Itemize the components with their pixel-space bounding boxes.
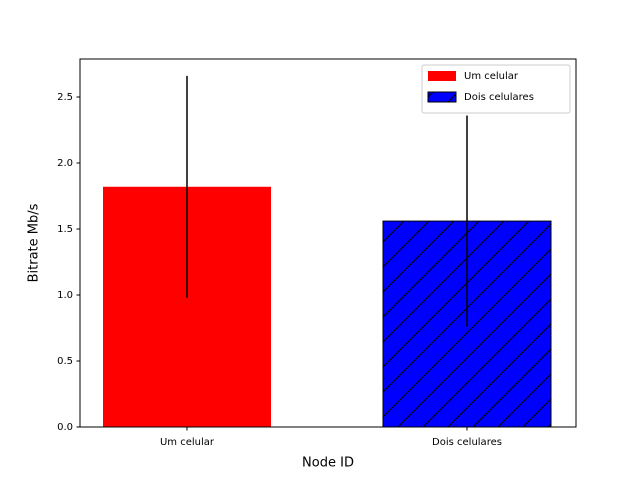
- y-tick-label: 1.0: [57, 290, 73, 301]
- legend-label: Dois celulares: [464, 92, 534, 103]
- y-tick-label: 0.5: [57, 356, 73, 367]
- legend-hatch: [428, 92, 456, 102]
- x-axis-label: Node ID: [302, 456, 354, 471]
- legend-label: Um celular: [464, 71, 519, 82]
- x-tick-label: Um celular: [160, 437, 215, 448]
- y-tick-label: 1.5: [57, 224, 73, 235]
- legend-box: [421, 64, 571, 114]
- y-tick-label: 0.0: [57, 422, 73, 433]
- legend-swatch: [428, 71, 456, 81]
- x-tick-label: Dois celulares: [432, 437, 502, 448]
- y-tick-label: 2.0: [57, 158, 73, 169]
- y-axis-label: Bitrate Mb/s: [27, 203, 42, 282]
- y-tick-label: 2.5: [57, 92, 73, 103]
- axes-frame: [79, 58, 577, 428]
